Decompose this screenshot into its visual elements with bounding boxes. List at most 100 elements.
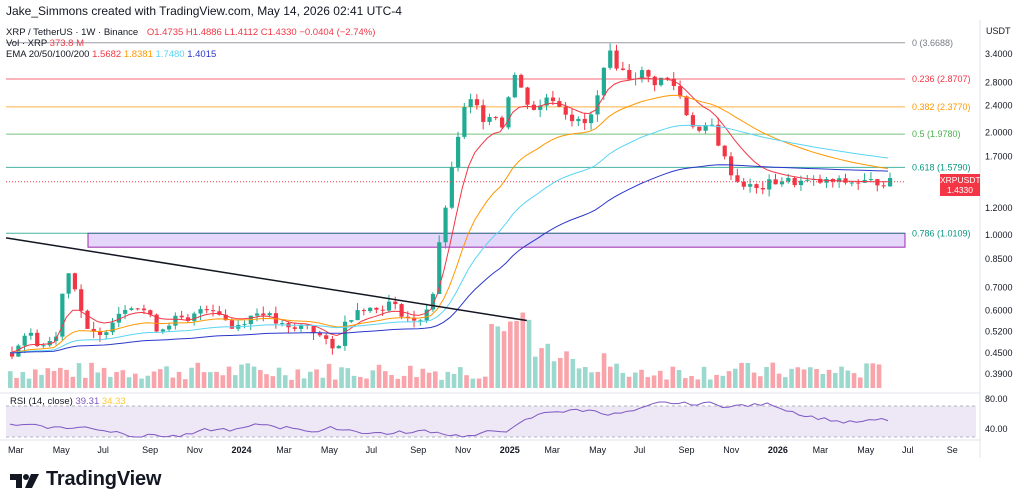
candle-body bbox=[22, 335, 27, 346]
candle-body bbox=[424, 309, 429, 321]
volume-bar bbox=[183, 379, 188, 388]
volume-bar bbox=[820, 373, 826, 388]
symbol-label[interactable]: XRP / TetherUS · 1W · Binance bbox=[6, 27, 139, 38]
candle-body bbox=[544, 97, 549, 106]
candle-body bbox=[531, 104, 537, 110]
rsi-band bbox=[6, 406, 976, 437]
volume-bar bbox=[308, 371, 313, 388]
candle-body bbox=[601, 67, 606, 96]
volume-bar bbox=[395, 378, 401, 388]
candle-body bbox=[41, 345, 46, 347]
volume-bar bbox=[801, 369, 807, 388]
volume-bar bbox=[295, 369, 301, 388]
y-tick-label: 2.8000 bbox=[985, 78, 1013, 88]
candle-body bbox=[393, 301, 398, 305]
volume-bar bbox=[114, 371, 119, 388]
candle-body bbox=[355, 310, 360, 321]
volume-bar bbox=[445, 371, 451, 388]
volume-bar bbox=[401, 375, 407, 388]
y-tick-label: 0.4500 bbox=[985, 348, 1013, 358]
volume-bar bbox=[614, 363, 619, 388]
price-tag-price: 1.4330 bbox=[947, 185, 973, 195]
volume-bar bbox=[520, 312, 526, 388]
volume-bar bbox=[20, 372, 26, 388]
candle-body bbox=[104, 332, 109, 335]
candle-body bbox=[192, 313, 197, 321]
volume-bar bbox=[508, 321, 513, 388]
fib-level-label: 0.5 (1.9780) bbox=[912, 129, 961, 139]
ema200-line bbox=[9, 164, 889, 354]
candle-body bbox=[760, 188, 765, 190]
volume-bar bbox=[358, 376, 363, 388]
ema-label[interactable]: EMA 20/50/100/200 bbox=[6, 49, 90, 60]
candle-body bbox=[430, 293, 436, 310]
x-tick-label: Sep bbox=[679, 445, 695, 455]
candle-body bbox=[229, 320, 235, 329]
volume-bar bbox=[26, 378, 32, 388]
candle-body bbox=[361, 310, 366, 312]
volume-bar bbox=[870, 363, 876, 388]
volume-bar bbox=[8, 371, 13, 388]
candle-body bbox=[223, 314, 228, 321]
volume-bar bbox=[301, 378, 307, 388]
candle-body bbox=[91, 328, 96, 332]
volume-bar bbox=[851, 373, 857, 388]
volume-bar bbox=[514, 320, 519, 388]
candle-body bbox=[292, 327, 297, 329]
rsi-label[interactable]: RSI (14, close) bbox=[10, 396, 73, 407]
x-tick-label: Mar bbox=[813, 445, 829, 455]
candle-body bbox=[767, 179, 772, 190]
volume-bar bbox=[420, 368, 426, 388]
rsi-ma-value: 34.33 bbox=[101, 396, 126, 407]
volume-bar bbox=[664, 379, 669, 388]
candle-body bbox=[66, 273, 71, 294]
volume-bar bbox=[101, 367, 107, 388]
candle-body bbox=[280, 323, 285, 325]
candle-body bbox=[349, 320, 354, 322]
rsi-level-label: 80.00 bbox=[985, 394, 1008, 404]
candle-body bbox=[135, 308, 140, 310]
y-tick-label: 3.4000 bbox=[985, 49, 1013, 59]
candle-body bbox=[690, 115, 696, 127]
candle-body bbox=[380, 309, 385, 311]
volume-bar bbox=[195, 362, 201, 388]
candle-body bbox=[684, 96, 689, 116]
volume-bar bbox=[120, 370, 126, 388]
candle-body bbox=[754, 184, 759, 189]
volume-bar bbox=[264, 374, 269, 388]
candle-body bbox=[824, 179, 829, 183]
x-tick-label: Mar bbox=[544, 445, 560, 455]
volume-bar bbox=[64, 369, 69, 388]
candle-body bbox=[512, 74, 517, 98]
close-value: C1.4330 bbox=[260, 27, 297, 38]
volume-bar bbox=[126, 377, 132, 388]
candle-body bbox=[773, 179, 778, 185]
volume-bar bbox=[414, 377, 419, 388]
volume-bar bbox=[45, 368, 51, 388]
volume-bar bbox=[864, 363, 869, 388]
candle-body bbox=[582, 118, 587, 124]
candle-body bbox=[60, 293, 65, 337]
fib-level-label: 0.786 (1.0109) bbox=[912, 228, 971, 238]
volume-bar bbox=[783, 377, 788, 388]
candle-body bbox=[399, 304, 404, 317]
last-price-tag: XRPUSDT 1.4330 bbox=[940, 174, 981, 196]
candle-body bbox=[620, 68, 626, 70]
volume-bar bbox=[620, 372, 626, 388]
volume-bar bbox=[320, 377, 326, 388]
candle-body bbox=[856, 182, 861, 184]
x-tick-label: Jul bbox=[97, 445, 109, 455]
ema-line: EMA 20/50/100/200 1.5682 1.8381 1.7480 1… bbox=[6, 49, 216, 60]
x-tick-label: 2026 bbox=[768, 445, 788, 455]
volume-bar bbox=[383, 371, 388, 388]
candle-body bbox=[493, 117, 498, 119]
volume-bar bbox=[220, 375, 226, 388]
volume-bar bbox=[245, 363, 251, 388]
volume-bar bbox=[389, 374, 394, 388]
candle-body bbox=[703, 124, 708, 131]
volume-bar bbox=[139, 378, 144, 388]
candle-body bbox=[242, 324, 247, 326]
candle-body bbox=[506, 97, 511, 128]
volume-label[interactable]: Vol · XRP bbox=[6, 38, 48, 49]
